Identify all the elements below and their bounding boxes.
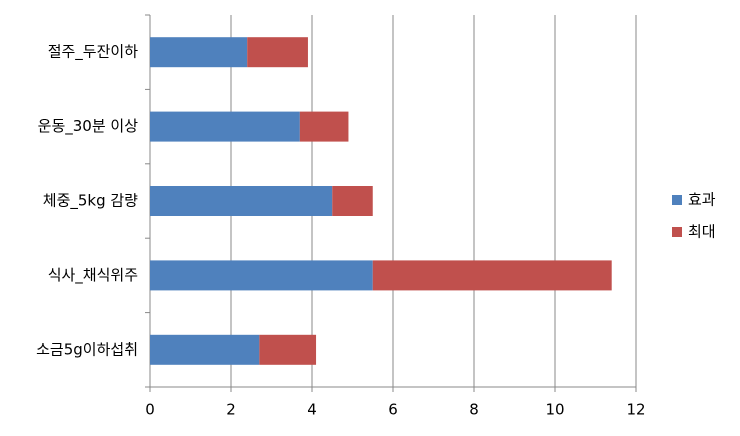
x-tick-label: 10 bbox=[545, 401, 564, 419]
bar-segment bbox=[150, 334, 260, 365]
legend-swatch bbox=[672, 195, 682, 205]
bar-segment bbox=[299, 111, 349, 142]
bar-segment bbox=[150, 37, 248, 68]
x-tick-label: 2 bbox=[226, 401, 236, 419]
y-tick-label: 운동_30분 이상 bbox=[38, 117, 139, 136]
x-tick-label: 8 bbox=[469, 401, 479, 419]
bar-segment bbox=[372, 260, 612, 291]
y-tick-label: 체중_5kg 감량 bbox=[43, 192, 138, 211]
x-tick-label: 12 bbox=[626, 401, 645, 419]
bar-segment bbox=[150, 260, 373, 291]
y-tick-label: 소금5g이하섭취 bbox=[36, 340, 138, 358]
x-tick-label: 6 bbox=[388, 401, 398, 419]
bar-segment bbox=[150, 111, 300, 142]
x-tick-label: 0 bbox=[145, 401, 155, 419]
bar-segment bbox=[259, 334, 317, 365]
bar-segment bbox=[150, 186, 333, 216]
y-tick-label: 식사_채식위주 bbox=[48, 266, 138, 285]
y-tick-label: 절주_두잔이하 bbox=[48, 43, 139, 62]
x-tick-label: 4 bbox=[307, 401, 317, 419]
legend-label: 최대 bbox=[688, 223, 716, 241]
bar-segment bbox=[247, 37, 308, 68]
legend-swatch bbox=[672, 227, 682, 237]
bar-segment bbox=[332, 186, 373, 216]
legend-label: 효과 bbox=[688, 191, 716, 209]
